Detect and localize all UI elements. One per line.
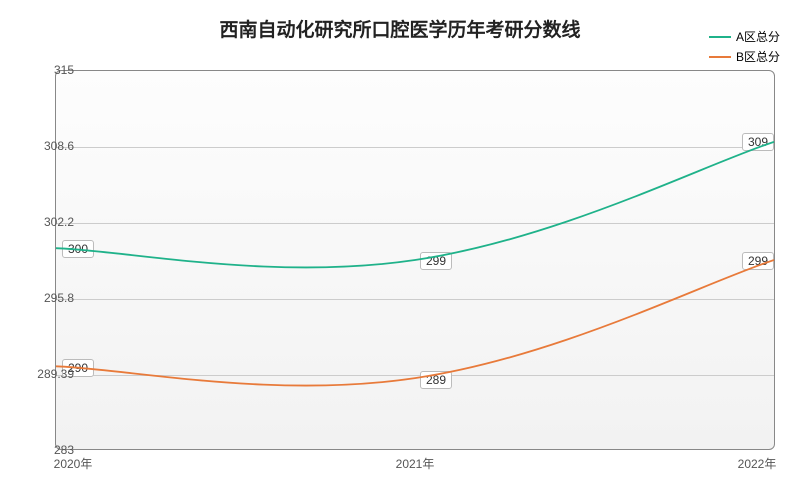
- legend-label-a: A区总分: [736, 28, 780, 45]
- series-line: [56, 260, 774, 386]
- lines-svg: [56, 71, 774, 449]
- legend-label-b: B区总分: [736, 48, 780, 65]
- y-tick-label: 308.6: [44, 139, 74, 153]
- y-tick-label: 289.39: [37, 367, 74, 381]
- y-tick-label: 295.8: [44, 291, 74, 305]
- plot-area: 300299309290289299: [55, 70, 775, 450]
- legend-swatch-b: [709, 56, 731, 58]
- chart-title: 西南自动化研究所口腔医学历年考研分数线: [0, 15, 800, 42]
- series-line: [56, 142, 774, 268]
- legend-swatch-a: [709, 36, 731, 38]
- legend: A区总分 B区总分: [709, 28, 780, 68]
- x-tick-label: 2020年: [54, 455, 93, 472]
- legend-item-a: A区总分: [709, 28, 780, 45]
- x-tick-label: 2022年: [738, 455, 777, 472]
- x-tick-label: 2021年: [396, 455, 435, 472]
- legend-item-b: B区总分: [709, 48, 780, 65]
- y-tick-label: 315: [54, 63, 74, 77]
- chart-container: 西南自动化研究所口腔医学历年考研分数线 A区总分 B区总分 3002993092…: [0, 0, 800, 500]
- y-tick-label: 302.2: [44, 215, 74, 229]
